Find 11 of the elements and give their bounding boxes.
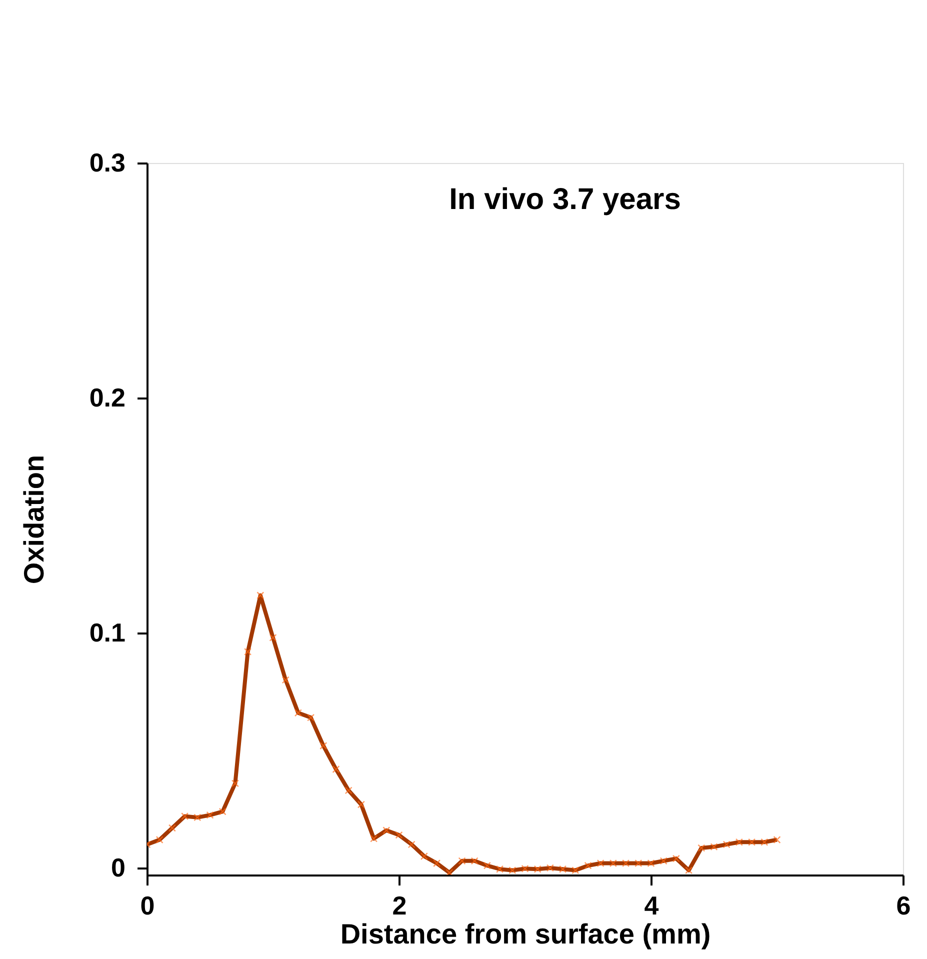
x-tick-label: 4	[644, 890, 660, 920]
y-tick-label: 0.1	[89, 617, 126, 648]
x-tick-label: 2	[392, 890, 407, 920]
x-tick-label: 0	[140, 890, 155, 920]
text: In vivo 3.7 years	[449, 183, 681, 216]
y-tick-label: 0.2	[89, 382, 126, 412]
y-axis-title: Oxidation	[18, 454, 50, 584]
x-tick-label: 6	[896, 890, 911, 920]
y-tick-label: 0	[111, 852, 126, 882]
x-axis-title: Distance from surface (mm)	[340, 918, 711, 950]
y-tick-label: 0.3	[89, 148, 126, 178]
